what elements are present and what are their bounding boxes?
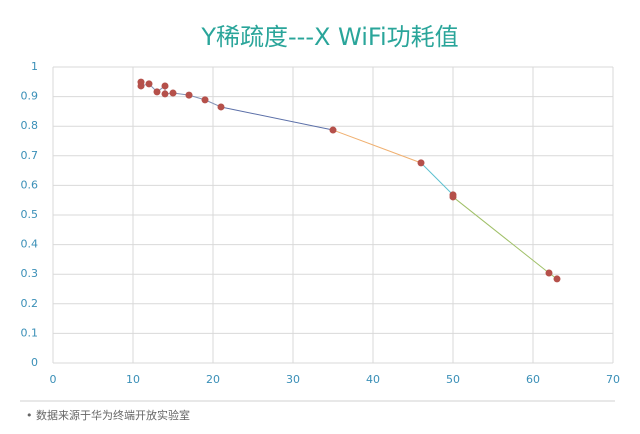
connector — [332, 129, 422, 164]
x-tick-label: 30 — [286, 373, 300, 386]
y-tick-label: 0.7 — [21, 149, 39, 162]
connector — [220, 106, 334, 131]
point — [137, 82, 145, 90]
y-tick-label: 0.5 — [21, 208, 39, 221]
y-tick-label: 0.8 — [21, 119, 39, 132]
point — [217, 103, 225, 111]
point — [161, 90, 169, 98]
point — [417, 159, 425, 167]
point — [201, 96, 209, 104]
y-tick-label: 0.4 — [21, 238, 39, 251]
point — [553, 275, 561, 283]
point — [169, 89, 177, 97]
y-tick-label: 1 — [31, 60, 38, 73]
point — [153, 88, 161, 96]
x-tick-label: 40 — [366, 373, 380, 386]
footnote: • 数据来源于华为终端开放实验室 — [26, 408, 190, 422]
y-tick-label: 0.6 — [21, 178, 39, 191]
x-tick-label: 0 — [50, 373, 57, 386]
point — [545, 269, 553, 277]
connector — [452, 196, 550, 274]
point — [161, 82, 169, 90]
point — [185, 91, 193, 99]
x-tick-label: 50 — [446, 373, 460, 386]
x-tick-label: 70 — [606, 373, 620, 386]
y-tick-label: 0.3 — [21, 267, 39, 280]
y-tick-label: 0.2 — [21, 297, 39, 310]
x-tick-label: 60 — [526, 373, 540, 386]
chart-title: Y稀疏度---X WiFi功耗值 — [200, 23, 458, 51]
x-tick-label: 20 — [206, 373, 220, 386]
y-tick-label: 0.1 — [21, 326, 39, 339]
y-tick-label: 0.9 — [21, 90, 39, 103]
x-tick-label: 10 — [126, 373, 140, 386]
point — [329, 126, 337, 134]
y-tick-label: 0 — [31, 356, 38, 369]
point — [145, 80, 153, 88]
point — [449, 193, 457, 201]
connector — [420, 162, 454, 196]
